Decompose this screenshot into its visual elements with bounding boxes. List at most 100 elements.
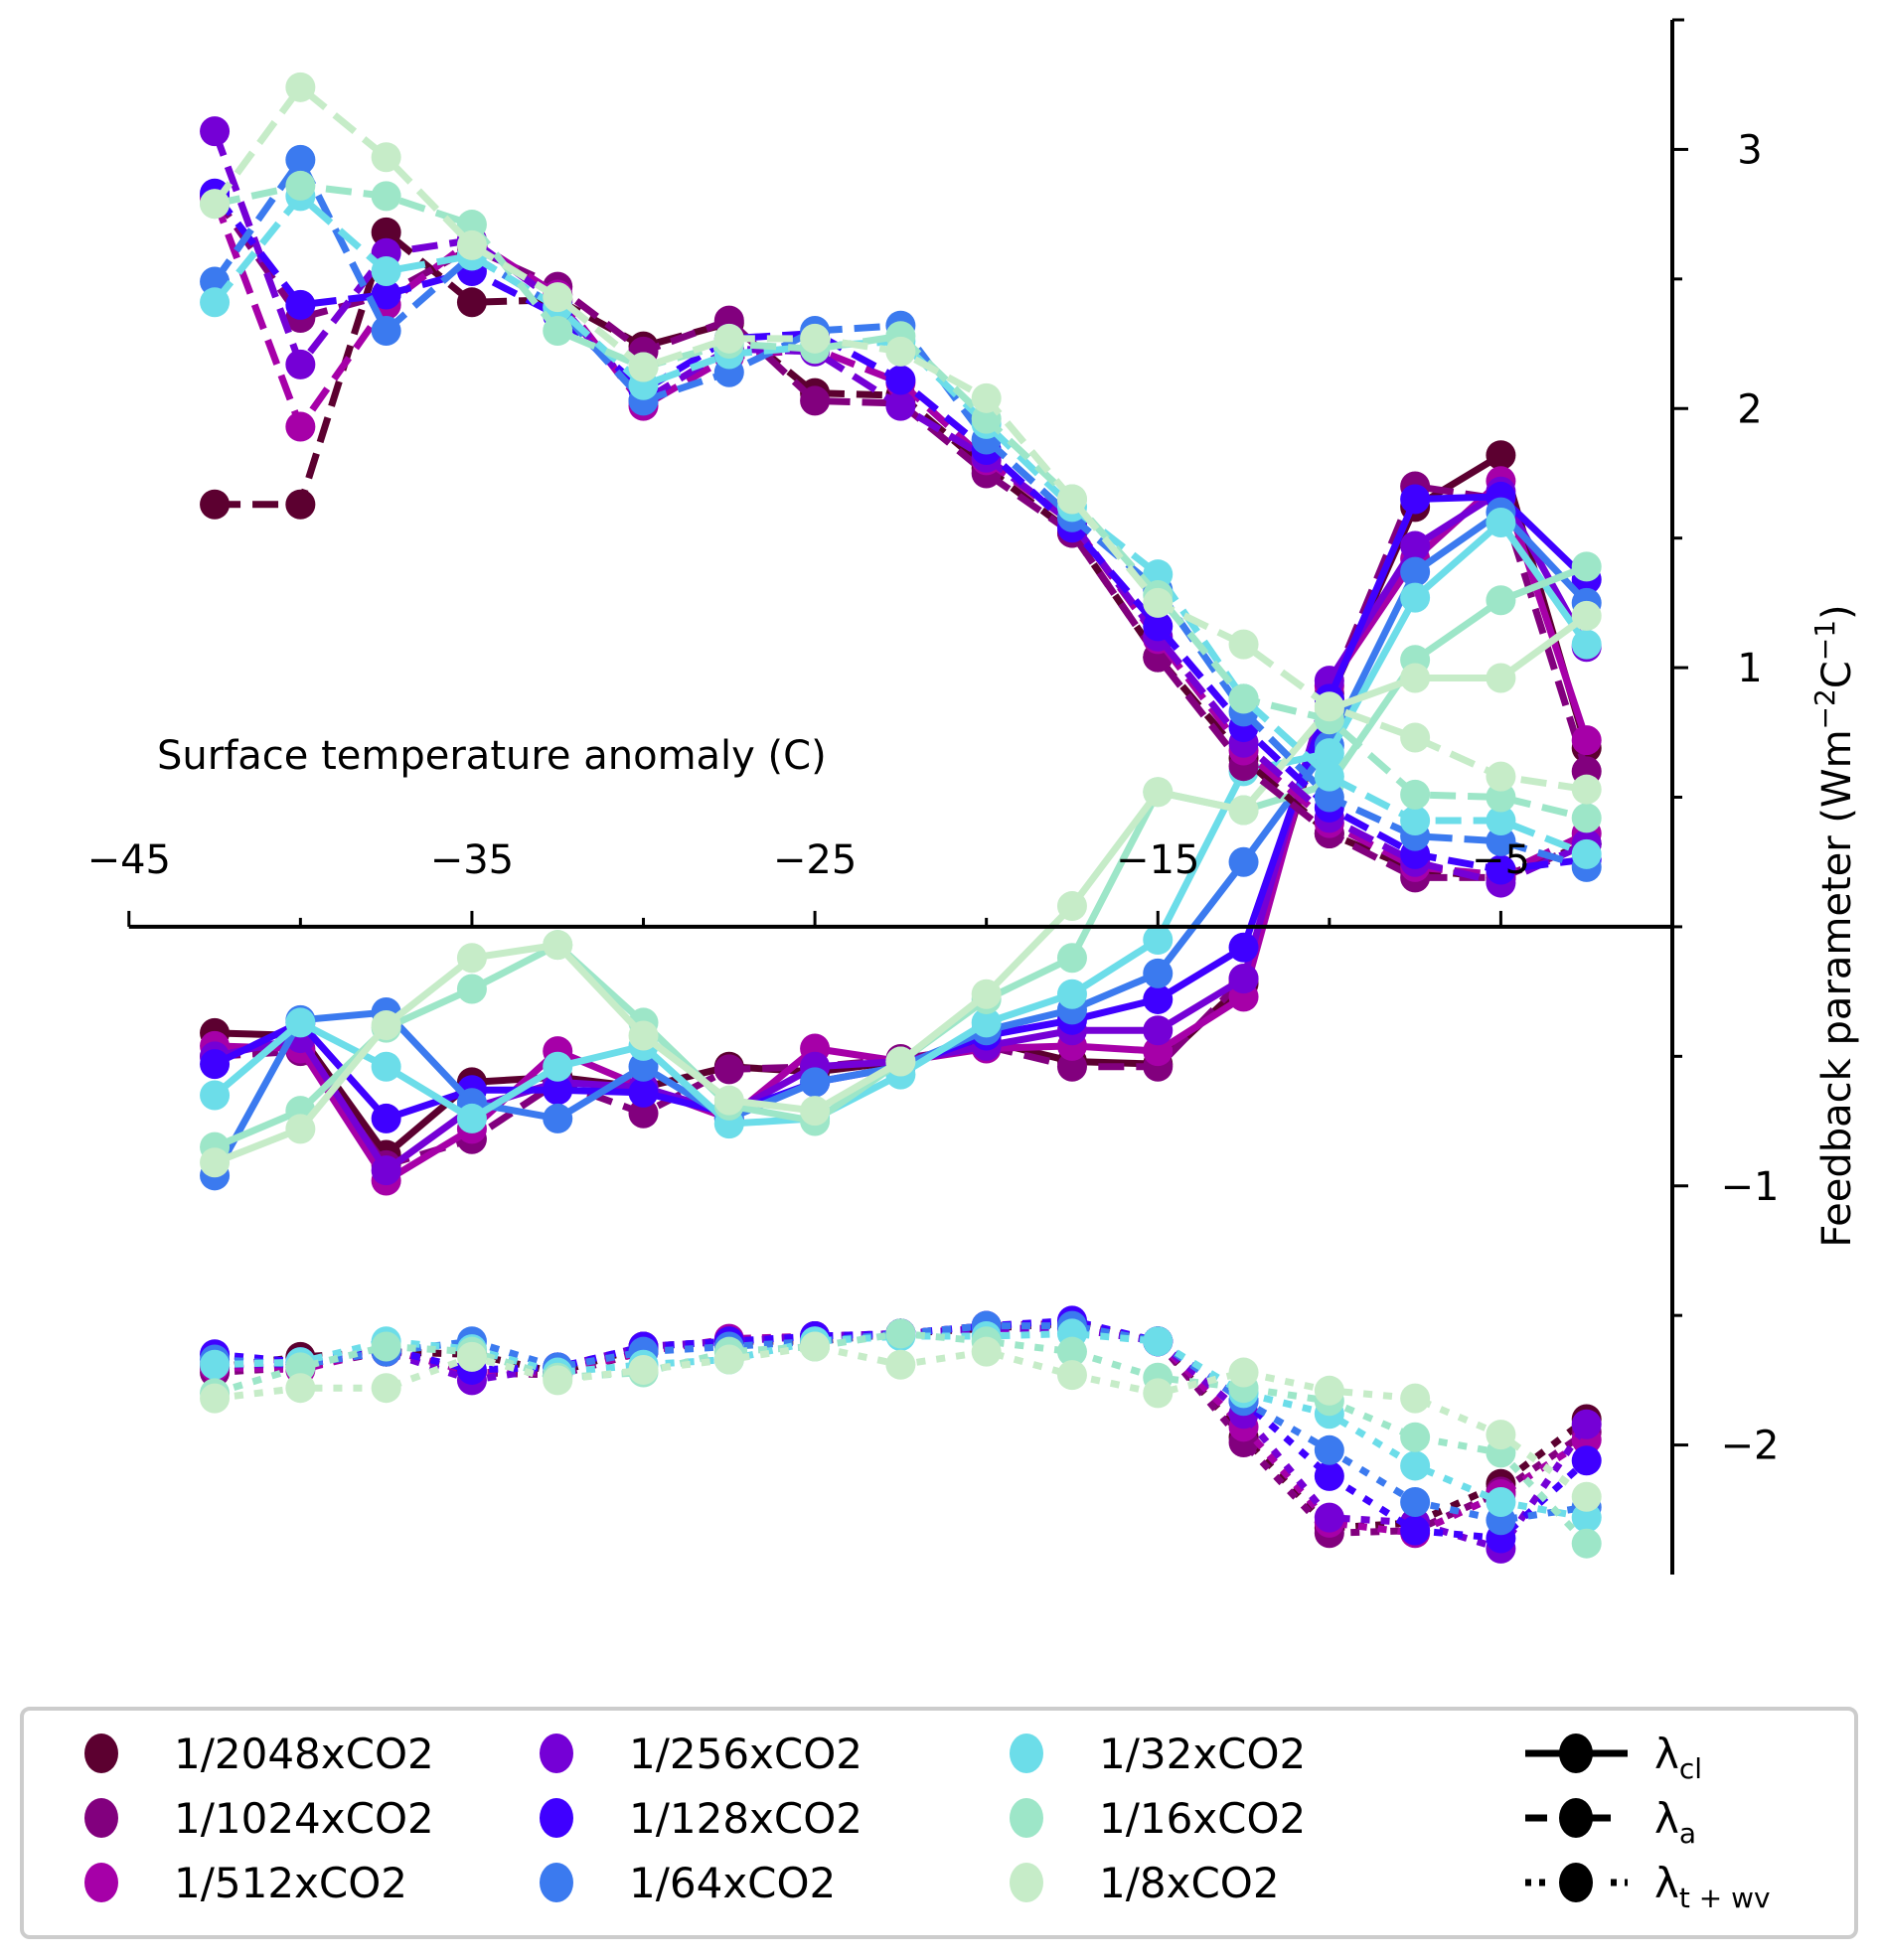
data-point <box>285 72 316 102</box>
data-point <box>1143 924 1174 955</box>
data-point <box>1486 826 1516 856</box>
data-point <box>1314 1434 1344 1465</box>
data-point <box>971 382 1002 413</box>
data-point <box>200 489 231 520</box>
data-point <box>1571 774 1602 805</box>
x-tick-label: −45 <box>87 837 171 883</box>
data-point <box>800 1067 831 1098</box>
data-point <box>1571 1409 1602 1439</box>
data-point <box>1486 663 1516 693</box>
y-axis-title-mid: C <box>1814 661 1860 688</box>
data-point <box>1571 629 1602 660</box>
data-point <box>1486 585 1516 616</box>
data-point <box>885 1318 916 1349</box>
data-point <box>1314 691 1344 722</box>
legend-item: 1/64xCO2 <box>540 1859 836 1907</box>
data-point <box>1056 1336 1087 1367</box>
series-line <box>212 83 1588 794</box>
legend-label: 1/16xCO2 <box>1099 1794 1306 1843</box>
data-point <box>885 1349 916 1380</box>
axes-layer: −45 −35 −25 −15 −5 3 2 1 −1 −2 Surface temperatu… <box>87 18 1860 1575</box>
data-point <box>543 1075 573 1106</box>
legend-marker <box>540 1798 573 1838</box>
series-1/8xCO2-solid <box>200 600 1602 1178</box>
data-point <box>456 943 487 974</box>
legend-item: 1/2048xCO2 <box>84 1730 434 1778</box>
data-point <box>543 316 573 346</box>
data-point <box>285 170 316 201</box>
legend-label: 1/8xCO2 <box>1099 1859 1280 1907</box>
data-point <box>1486 440 1516 471</box>
data-point <box>971 1007 1002 1038</box>
series-1/256xCO2-dashed <box>200 116 1602 898</box>
data-point <box>543 930 573 961</box>
data-point <box>200 1383 231 1414</box>
data-point <box>1056 1360 1087 1391</box>
legend-label: 1/128xCO2 <box>629 1794 862 1843</box>
legend-item: 1/8xCO2 <box>1010 1859 1280 1907</box>
data-point <box>1400 1422 1431 1452</box>
data-point <box>1400 530 1431 561</box>
data-point <box>1400 1383 1431 1414</box>
data-point <box>456 287 487 318</box>
data-point <box>1228 1357 1259 1388</box>
x-axis-title: Surface temperature anomaly (C) <box>157 733 827 779</box>
data-point <box>285 144 316 175</box>
data-point <box>371 1051 401 1082</box>
data-point <box>800 1096 831 1127</box>
legend: 1/2048xCO2 1/1024xCO2 1/512xCO2 1/256xCO2 1/… <box>20 1707 1858 1939</box>
data-point <box>543 1103 573 1133</box>
y-axis-title-base: Feedback parameter (Wm <box>1814 729 1860 1247</box>
legend-marker <box>1559 1863 1593 1902</box>
legend-items: 1/2048xCO2 1/1024xCO2 1/512xCO2 1/256xCO2 1/… <box>84 1730 1771 1914</box>
data-point <box>371 1331 401 1362</box>
legend-feedback-label: λt + wv <box>1654 1859 1771 1914</box>
data-point <box>1143 1326 1174 1357</box>
series-line <box>214 1319 1589 1532</box>
data-point <box>1143 983 1174 1014</box>
series-1/32xCO2-solid <box>200 508 1602 1139</box>
data-point <box>285 411 316 442</box>
data-point <box>1314 738 1344 769</box>
data-point <box>1143 958 1174 988</box>
data-point <box>456 210 487 240</box>
data-point <box>1571 1445 1602 1476</box>
data-point <box>371 1010 401 1041</box>
legend-marker <box>84 1734 118 1773</box>
data-point <box>543 1051 573 1082</box>
data-point <box>285 349 316 379</box>
legend-feedback-item: λcl <box>1525 1730 1702 1785</box>
data-point <box>200 1049 231 1080</box>
legend-label: 1/512xCO2 <box>174 1859 407 1907</box>
legend-frame <box>20 1707 1858 1939</box>
data-point <box>1056 891 1087 922</box>
data-point <box>1571 1481 1602 1512</box>
data-point <box>1400 805 1431 835</box>
data-point <box>628 1098 659 1129</box>
data-point <box>1314 1375 1344 1406</box>
y-tick-label: −2 <box>1721 1424 1780 1469</box>
data-point <box>1571 725 1602 756</box>
y-tick-label: −1 <box>1721 1164 1780 1210</box>
data-point <box>371 142 401 173</box>
data-point <box>1400 582 1431 613</box>
series-line <box>214 1329 1588 1522</box>
data-point <box>1228 964 1259 994</box>
data-point <box>1486 1420 1516 1450</box>
data-point <box>371 279 401 310</box>
data-point <box>1143 777 1174 808</box>
data-point <box>200 1080 231 1111</box>
series-line <box>214 1319 1589 1537</box>
data-point <box>371 1373 401 1404</box>
data-point <box>1486 761 1516 792</box>
data-point <box>971 979 1002 1009</box>
legend-marker <box>84 1798 118 1838</box>
series-1/8xCO2-dotted <box>200 1331 1602 1512</box>
data-point <box>1571 838 1602 869</box>
data-point <box>628 1354 659 1385</box>
data-point <box>1228 629 1259 660</box>
legend-label: 1/256xCO2 <box>629 1730 862 1778</box>
legend-label: 1/64xCO2 <box>629 1859 836 1907</box>
data-point <box>285 1352 316 1383</box>
